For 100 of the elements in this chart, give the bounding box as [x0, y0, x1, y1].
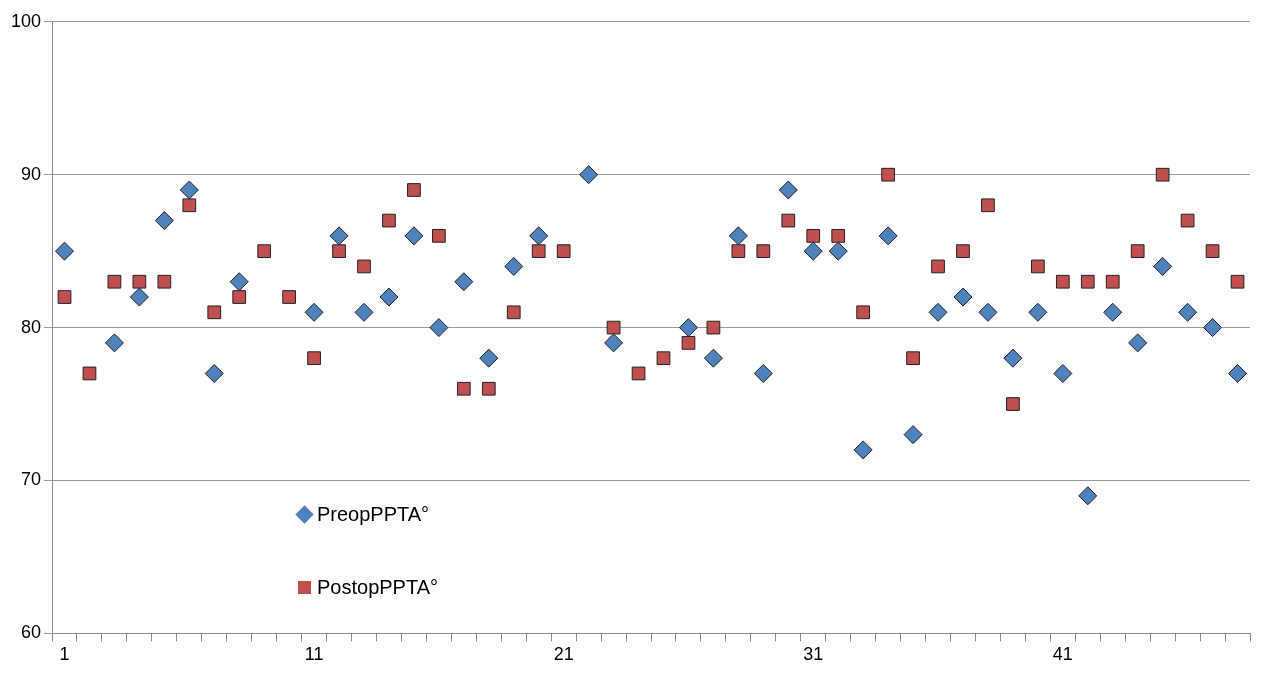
point	[806, 229, 821, 243]
point	[728, 226, 748, 246]
point	[1230, 274, 1245, 289]
point	[1155, 167, 1170, 182]
point	[606, 320, 621, 335]
point	[1003, 348, 1023, 368]
point	[157, 274, 172, 289]
point	[928, 302, 948, 322]
point	[304, 302, 324, 322]
point	[956, 244, 970, 259]
point	[354, 302, 374, 322]
point	[878, 226, 898, 246]
point	[1128, 333, 1148, 353]
point	[953, 287, 973, 307]
point	[504, 256, 524, 276]
point	[454, 272, 474, 292]
point	[1103, 302, 1123, 322]
point	[1105, 274, 1120, 289]
point	[706, 320, 721, 335]
point	[828, 241, 848, 261]
point	[656, 351, 671, 366]
point	[232, 290, 247, 304]
point	[207, 305, 222, 320]
x-tick-label: 1	[59, 644, 70, 665]
point	[681, 336, 696, 350]
point	[307, 351, 321, 366]
point	[631, 366, 646, 381]
point	[1053, 363, 1073, 383]
point	[931, 259, 945, 274]
x-tick-label: 41	[1052, 644, 1073, 665]
point	[778, 180, 798, 200]
point	[204, 363, 224, 383]
point	[432, 229, 446, 243]
y-tick-label: 60	[21, 622, 42, 643]
point	[1205, 244, 1220, 259]
point	[179, 180, 199, 200]
point	[404, 226, 424, 246]
point	[906, 351, 920, 366]
point	[456, 381, 471, 396]
point	[781, 213, 796, 228]
point	[229, 272, 249, 292]
point	[57, 290, 72, 304]
point	[1028, 302, 1048, 322]
y-tick-label: 80	[21, 316, 42, 337]
x-tick-label: 31	[803, 644, 824, 665]
point	[856, 305, 871, 320]
point	[107, 274, 122, 289]
point	[332, 244, 346, 259]
point	[556, 244, 571, 259]
y-tick-label: 100	[10, 10, 42, 31]
point	[903, 425, 923, 445]
y-tick-label: 70	[21, 469, 42, 490]
point	[1130, 244, 1145, 259]
x-tick-label: 21	[553, 644, 574, 665]
point	[379, 287, 399, 307]
legend-label: PreopPPTA°	[317, 503, 430, 526]
point	[1055, 274, 1070, 289]
x-tick-label: 11	[304, 644, 324, 665]
point	[407, 183, 421, 197]
point	[1178, 302, 1198, 322]
point	[1078, 486, 1098, 506]
point	[1203, 318, 1223, 338]
point	[579, 165, 599, 185]
point	[604, 333, 624, 353]
point	[154, 211, 174, 231]
point	[506, 305, 521, 320]
point	[182, 198, 197, 213]
point	[531, 244, 546, 259]
point	[357, 259, 371, 274]
point	[881, 167, 895, 182]
point	[981, 198, 995, 213]
point	[529, 226, 549, 246]
y-tick-label: 90	[21, 163, 42, 184]
point	[678, 318, 698, 338]
point	[731, 244, 746, 259]
point	[1228, 363, 1248, 383]
point	[831, 229, 846, 243]
point	[382, 213, 396, 228]
point	[756, 244, 771, 259]
point	[329, 226, 349, 246]
point	[753, 363, 773, 383]
point	[803, 241, 823, 261]
point	[282, 290, 296, 304]
point	[1031, 259, 1045, 274]
point	[132, 274, 147, 289]
point	[1180, 213, 1195, 228]
point	[129, 287, 149, 307]
point	[1080, 274, 1095, 289]
point	[55, 241, 75, 261]
point	[703, 348, 723, 368]
point	[1006, 397, 1020, 411]
point	[481, 381, 496, 396]
point	[853, 440, 873, 460]
point	[479, 348, 499, 368]
point	[104, 333, 124, 353]
point	[257, 244, 272, 259]
point	[1153, 256, 1173, 276]
legend-label: PostopPPTA°	[317, 576, 439, 599]
point	[82, 366, 97, 381]
point	[978, 302, 998, 322]
